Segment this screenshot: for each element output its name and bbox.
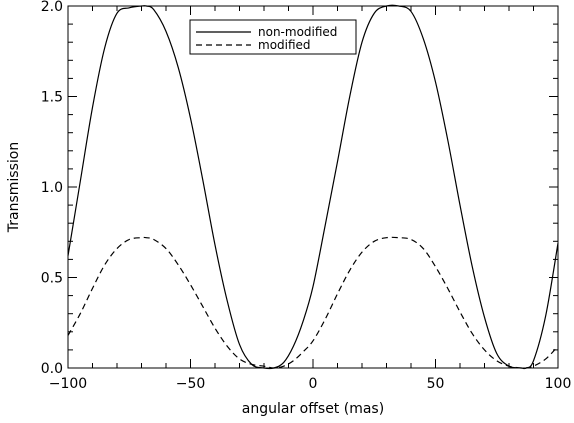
- series-layer: [67, 4, 559, 370]
- y-axis-label: Transmission: [6, 142, 22, 233]
- x-axis-label: angular offset (mas): [242, 401, 384, 417]
- x-tick-label: 100: [545, 376, 572, 392]
- legend-box: [189, 19, 357, 55]
- y-tick-label: 1.0: [41, 180, 63, 196]
- x-tick-label: −100: [49, 376, 87, 392]
- ticks-layer: −100 −50 0 50 100 0.0 0.5 1.0 1.5 2.0: [41, 0, 572, 392]
- x-tick-label: 50: [427, 376, 445, 392]
- y-tick-label: 0.5: [41, 271, 63, 287]
- y-tick-label: 2.0: [41, 0, 63, 15]
- y-tick-label: 0.0: [41, 361, 63, 377]
- y-tick-label: 1.5: [41, 90, 63, 106]
- legend-label-non-modified: non-modified: [258, 25, 337, 39]
- series-line-non-modified: [67, 4, 559, 370]
- x-tick-label: −50: [176, 376, 206, 392]
- legend: non-modified modified: [189, 19, 357, 55]
- x-tick-label: 0: [309, 376, 318, 392]
- series-line-modified: [67, 236, 559, 369]
- legend-label-modified: modified: [258, 38, 311, 52]
- plot-frame: [67, 5, 559, 369]
